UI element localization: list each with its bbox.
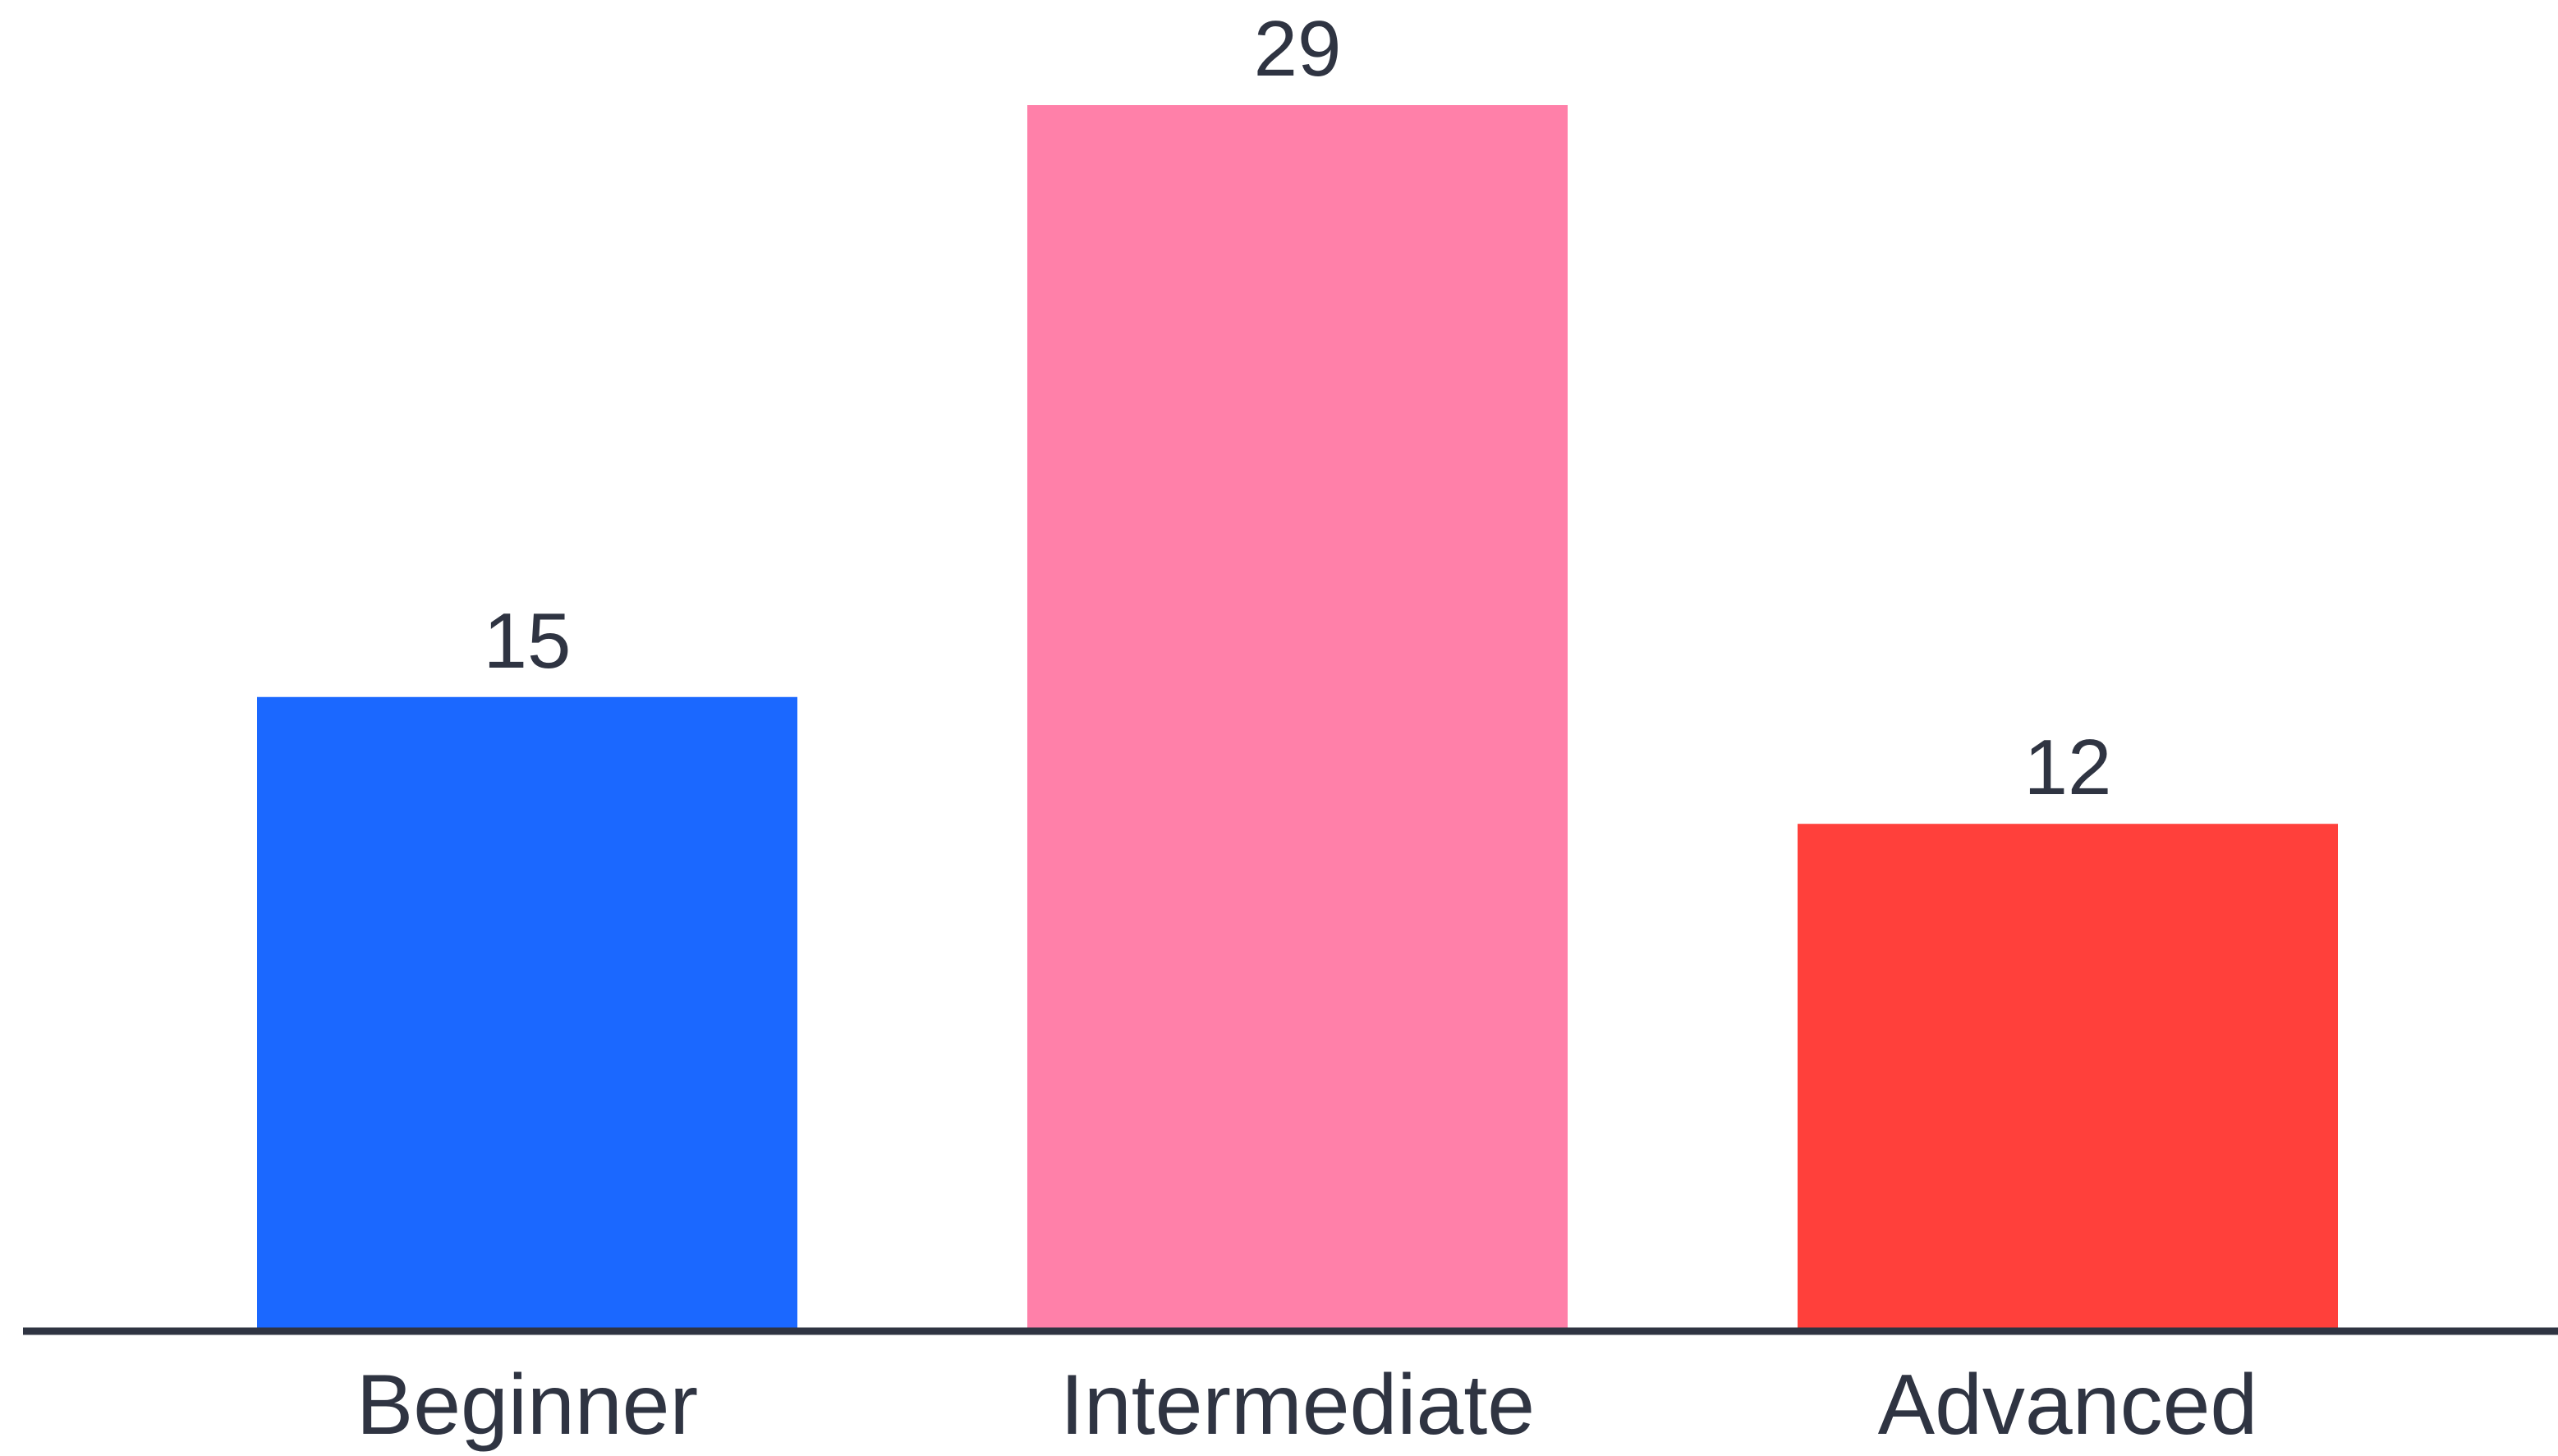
bar-intermediate: [1027, 105, 1568, 1331]
bar-value-label: 12: [2024, 723, 2112, 811]
bar-value-labels: 15 29 12: [484, 5, 2112, 811]
x-tick-label: Intermediate: [1060, 1357, 1535, 1453]
bar-beginner: [257, 696, 797, 1331]
bar-value-label: 29: [1254, 5, 1342, 93]
bar-advanced: [1798, 824, 2338, 1331]
category-labels: Beginner Intermediate Advanced: [356, 1357, 2257, 1453]
x-tick-label: Beginner: [356, 1357, 698, 1453]
bars: [257, 105, 2338, 1331]
x-tick-label: Advanced: [1878, 1357, 2258, 1453]
bar-value-label: 15: [484, 597, 572, 685]
